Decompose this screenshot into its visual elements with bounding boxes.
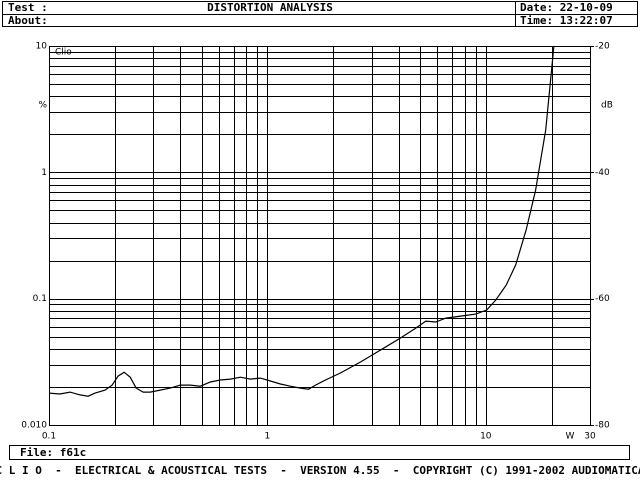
y-axis-label: % [38,101,47,111]
y2-tick-label: -40 [595,168,610,178]
x-axis-label: W [566,432,575,442]
y-tick-label: 10 [36,42,48,52]
test-label: Test : [8,1,48,14]
y-tick-label: 0.010 [21,421,47,431]
y-tick-label: 0.1 [33,294,47,304]
y2-tick-label: -80 [595,421,610,431]
about-label: About: [8,14,48,27]
x-tick-label: 1 [265,432,271,442]
file-box [9,445,630,460]
footer: C L I O - ELECTRICAL & ACOUSTICAL TESTS … [0,464,640,477]
y2-axis-label: dB [601,101,613,111]
y2-tick-label: -60 [595,294,610,304]
y2-tick-label: -20 [595,42,610,52]
x-tick-label: 0.1 [42,432,56,442]
distortion-curve [48,45,555,397]
file-name: File: f61c [20,446,86,459]
annotation: Clio [55,48,72,58]
time: Time: 13:22:07 [520,14,613,27]
date: Date: 22-10-09 [520,1,613,14]
header-title: DISTORTION ANALYSIS [207,1,333,14]
x-tick-label: 30 [584,432,596,442]
x-tick-label: 10 [480,432,492,442]
y-tick-label: 1 [41,168,47,178]
